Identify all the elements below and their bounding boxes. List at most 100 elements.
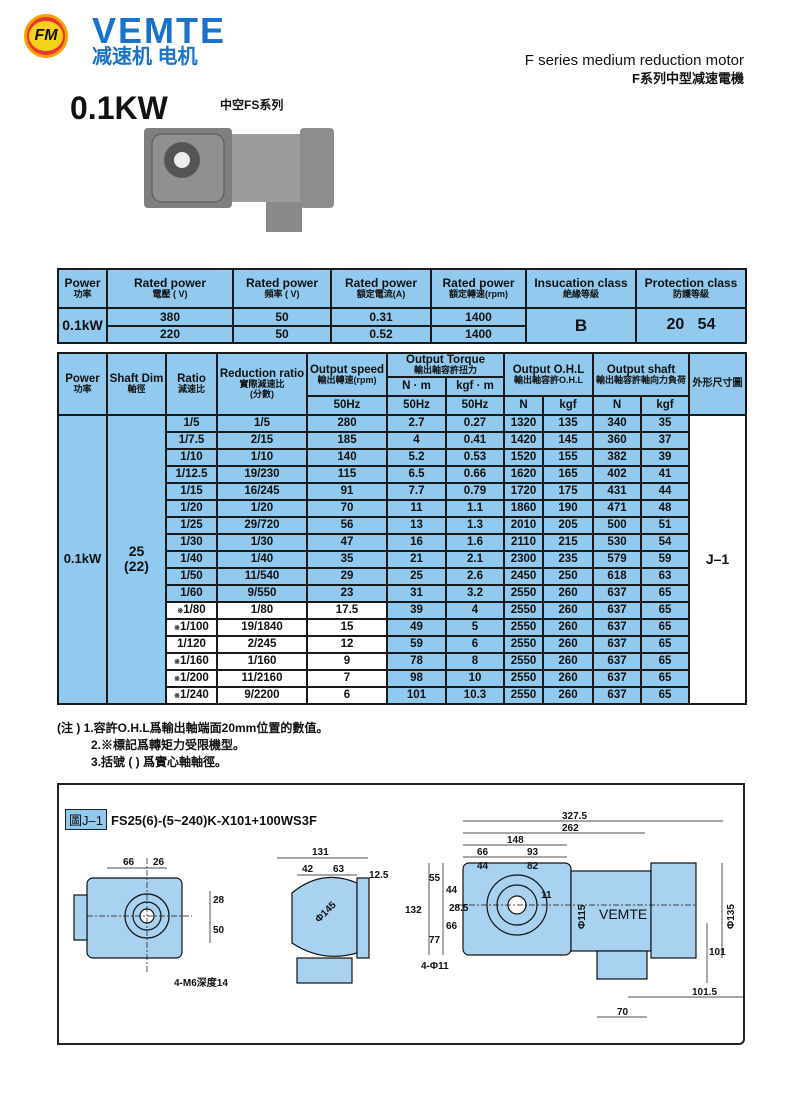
header-hz: 50Hz <box>386 394 447 416</box>
reduction-cell: 1/40 <box>216 549 308 569</box>
note: 3.括號 ( ) 爲實心軸軸徑。 <box>91 755 228 769</box>
header-shaft: Shaft Dim 軸徑 <box>106 352 167 416</box>
nm-cell: 25 <box>386 566 447 586</box>
dim-label: 101.5 <box>692 987 717 998</box>
dim-label: 66 <box>123 857 135 868</box>
reduction-cell: 1/10 <box>216 447 308 467</box>
table-row: 1/30 1/30 47 16 1.6 2110 215 530 54 <box>58 532 746 552</box>
ohl-kgf-cell: 205 <box>541 515 595 535</box>
ax-kgf-cell: 65 <box>640 651 691 671</box>
ax-n-cell: 431 <box>592 481 643 501</box>
kgfm-cell: 6 <box>445 634 505 654</box>
ratio-cell: 1/7.5 <box>165 430 218 450</box>
rated-header: Insucation class 絶緣等級 <box>525 268 637 309</box>
spec-table: Power 功率 Shaft Dim 軸徑 Ratio 減速比 Reduction r… <box>57 352 748 705</box>
ohl-kgf-cell: 145 <box>541 430 595 450</box>
ax-n-cell: 637 <box>592 634 643 654</box>
dim-label: Φ135 <box>726 904 737 929</box>
ax-n-cell: 360 <box>592 430 643 450</box>
ohl-kgf-cell: 165 <box>541 464 595 484</box>
ohl-n-cell: 2550 <box>503 583 544 603</box>
ax-n-cell: 637 <box>592 600 643 620</box>
kgfm-cell: 2.6 <box>445 566 505 586</box>
rated-header: Rated power 額定轉速(rpm) <box>430 268 527 309</box>
notes: (注 ) 1.容許O.H.L爲輸出軸端面20mm位置的數值。 2.※標記爲轉矩力… <box>57 720 328 771</box>
kgfm-cell: 0.79 <box>445 481 505 501</box>
header-hz: 50Hz <box>306 394 388 416</box>
header-power: Power 功率 <box>57 352 108 416</box>
nm-cell: 59 <box>386 634 447 654</box>
table-row: 0.1kW 25 (22) 1/5 1/5 280 2.7 0.27 1320 135 340 35 J… <box>57 413 748 705</box>
insulation-cell: B <box>525 307 637 344</box>
speed-cell: 17.5 <box>306 600 388 620</box>
ax-kgf-cell: 39 <box>640 447 691 467</box>
dim-label: 26 <box>153 857 165 868</box>
ohl-kgf-cell: 250 <box>541 566 595 586</box>
ax-n-cell: 618 <box>592 566 643 586</box>
header-ohl: Output O.H.L 輸出軸容許O.H.L <box>502 352 595 397</box>
motor-brand-label: VEMTE <box>599 906 647 922</box>
ax-kgf-cell: 37 <box>640 430 691 450</box>
ax-n-cell: 637 <box>592 685 643 705</box>
ratio-cell: ※1/100 <box>165 617 218 637</box>
ax-kgf-cell: 51 <box>640 515 691 535</box>
kgfm-cell: 8 <box>445 651 505 671</box>
reduction-cell: 9/2200 <box>216 685 308 705</box>
speed-cell: 23 <box>306 583 388 603</box>
table-row: ※1/160 1/160 9 78 8 2550 260 637 65 <box>58 651 746 671</box>
ohl-n-cell: 2550 <box>503 685 544 705</box>
ax-kgf-cell: 65 <box>640 617 691 637</box>
ax-n-cell: 500 <box>592 515 643 535</box>
ax-kgf-cell: 63 <box>640 566 691 586</box>
current-cell: 0.52 <box>330 325 432 344</box>
ohl-kgf-cell: 260 <box>541 617 595 637</box>
ax-n-cell: 637 <box>592 668 643 688</box>
rated-header: Rated power 頻率 ( V) <box>232 268 332 309</box>
rated-header: Power 功率 <box>57 268 108 309</box>
ratio-cell: 1/5 <box>165 413 218 433</box>
reduction-cell: 9/550 <box>216 583 308 603</box>
ratio-cell: 1/30 <box>165 532 218 552</box>
ohl-kgf-cell: 135 <box>541 413 595 433</box>
kgfm-cell: 1.1 <box>445 498 505 518</box>
ax-n-cell: 637 <box>592 651 643 671</box>
dim-label: 44 <box>477 861 489 872</box>
kgfm-cell: 0.66 <box>445 464 505 484</box>
shaft-dim-cell: 25 (22) <box>106 413 167 705</box>
table-row: 1/50 11/540 29 25 2.6 2450 250 618 63 <box>58 566 746 586</box>
ax-kgf-cell: 35 <box>640 413 691 433</box>
ohl-n-cell: 2010 <box>503 515 544 535</box>
ax-kgf-cell: 59 <box>640 549 691 569</box>
ratio-cell: 1/20 <box>165 498 218 518</box>
ohl-n-cell: 1520 <box>503 447 544 467</box>
nm-cell: 4 <box>386 430 447 450</box>
dim-label: Φ115 <box>577 904 588 929</box>
ax-n-cell: 340 <box>592 413 643 433</box>
nm-cell: 5.2 <box>386 447 447 467</box>
motor-photo <box>144 128 334 232</box>
dim-label: 55 <box>429 873 441 884</box>
ax-kgf-cell: 65 <box>640 685 691 705</box>
kgfm-cell: 3.2 <box>445 583 505 603</box>
speed-cell: 91 <box>306 481 388 501</box>
nm-cell: 78 <box>386 651 447 671</box>
kgfm-cell: 1.3 <box>445 515 505 535</box>
nm-cell: 98 <box>386 668 447 688</box>
speed-cell: 6 <box>306 685 388 705</box>
dim-label: 66 <box>477 847 489 858</box>
dim-label: 12.5 <box>369 870 389 881</box>
ohl-n-cell: 2110 <box>503 532 544 552</box>
series-title-en: F series medium reduction motor <box>524 52 744 69</box>
reduction-cell: 1/30 <box>216 532 308 552</box>
ohl-kgf-cell: 260 <box>541 685 595 705</box>
reduction-cell: 11/540 <box>216 566 308 586</box>
ax-n-cell: 530 <box>592 532 643 552</box>
note: (注 ) 1.容許O.H.L爲輸出軸端面20mm位置的數值。 <box>57 721 329 735</box>
kgfm-cell: 0.41 <box>445 430 505 450</box>
current-cell: 0.31 <box>330 307 432 327</box>
ax-kgf-cell: 65 <box>640 583 691 603</box>
reduction-cell: 16/245 <box>216 481 308 501</box>
dim-label: 28 <box>213 895 225 906</box>
header-nm: N · m <box>386 375 447 397</box>
kgfm-cell: 10 <box>445 668 505 688</box>
